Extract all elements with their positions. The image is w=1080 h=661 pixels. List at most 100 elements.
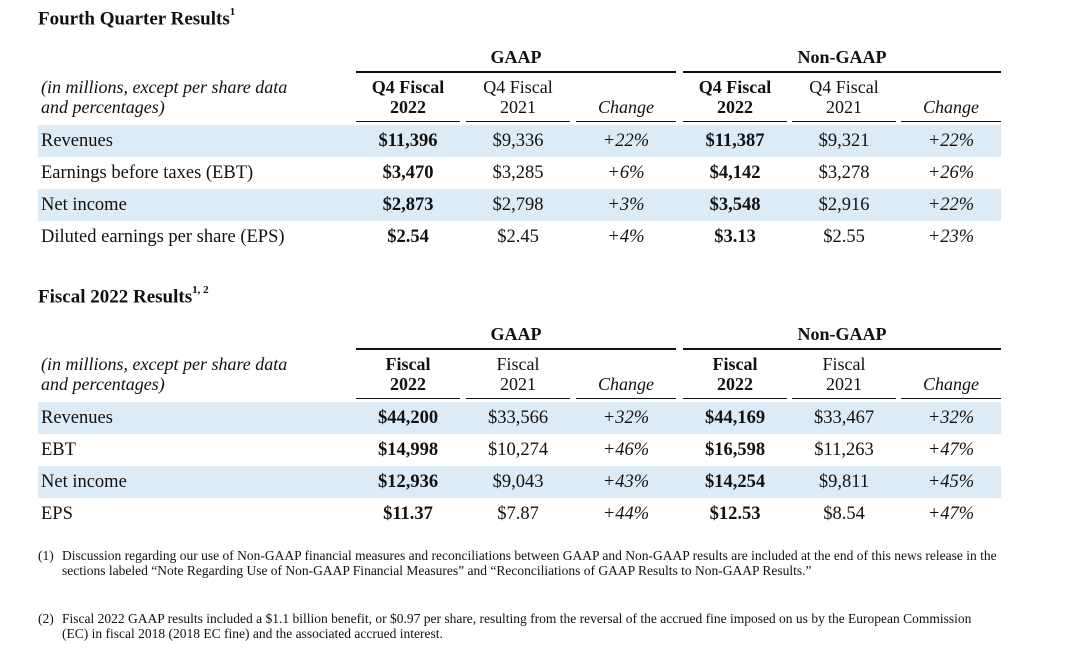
cell-nongaap-current: $44,169 [704, 408, 766, 428]
col-header-nongaap-current: Fiscal 2022 [683, 354, 787, 394]
group-underline-gaap [356, 71, 676, 73]
cell-gaap-current: $12,936 [377, 472, 439, 492]
cell-gaap-current: $2.54 [387, 227, 429, 247]
table-row: EBT $14,998 $10,274 +46% $16,598 $11,263… [38, 434, 1001, 466]
col-header-line1 [576, 77, 676, 97]
col-header-nongaap-prior: Fiscal 2021 [792, 354, 896, 394]
cell-gaap-prior: $7.87 [497, 504, 539, 524]
group-underline-gaap [356, 348, 676, 350]
col-header-gaap-change: Change [576, 77, 676, 117]
row-label: Revenues [41, 131, 113, 151]
cell-gaap-change: +3% [607, 195, 645, 215]
group-header-gaap: GAAP [490, 324, 542, 344]
cell-nongaap-current: $14,254 [704, 472, 766, 492]
col-underline [683, 398, 787, 399]
cell-gaap-current: $11.37 [383, 504, 433, 524]
header-label: (in millions, except per share data and … [41, 77, 287, 117]
col-header-line1: Q4 Fiscal [698, 77, 772, 97]
header-label: (in millions, except per share data and … [41, 354, 287, 394]
footnote-ref: 1 [229, 6, 236, 18]
col-underline [576, 121, 676, 122]
group-underline-non-gaap [683, 71, 1001, 73]
table-row: Net income $12,936 $9,043 +43% $14,254 $… [38, 466, 1001, 498]
col-underline [792, 398, 896, 399]
header-label-line1: (in millions, except per share data [41, 77, 288, 97]
col-underline [901, 398, 1001, 399]
col-underline [356, 398, 460, 399]
cell-nongaap-prior: $9,811 [818, 472, 870, 492]
section-title-text: Fiscal 2022 Results [38, 286, 193, 308]
cell-nongaap-change: +23% [927, 227, 975, 247]
cell-nongaap-change: +22% [927, 195, 975, 215]
col-header-line1 [901, 77, 1001, 97]
row-label: Revenues [41, 408, 113, 428]
cell-gaap-change: +22% [602, 131, 650, 151]
col-header-gaap-current: Q4 Fiscal 2022 [356, 77, 460, 117]
footnote-2: (2) Fiscal 2022 GAAP results included a … [38, 611, 998, 641]
col-header-line1: Fiscal [822, 354, 866, 374]
cell-gaap-change: +44% [602, 504, 650, 524]
col-underline [901, 121, 1001, 122]
group-underline-non-gaap [683, 348, 1001, 350]
cell-nongaap-prior: $9,321 [818, 131, 870, 151]
col-header-line2: 2021 [826, 374, 862, 394]
cell-gaap-change: +43% [602, 472, 650, 492]
cell-gaap-prior: $9,043 [492, 472, 544, 492]
cell-gaap-current: $2,873 [382, 195, 434, 215]
group-header-non-gaap: Non-GAAP [797, 324, 887, 344]
col-header-nongaap-change: Change [901, 77, 1001, 117]
table-row: Net income $2,873 $2,798 +3% $3,548 $2,9… [38, 189, 1001, 221]
row-label: Net income [41, 195, 127, 215]
row-label: Earnings before taxes (EBT) [41, 163, 254, 183]
cell-nongaap-current: $3,548 [709, 195, 761, 215]
col-header-nongaap-prior: Q4 Fiscal 2021 [792, 77, 896, 117]
cell-gaap-current: $11,396 [378, 131, 438, 151]
cell-nongaap-prior: $33,467 [813, 408, 875, 428]
cell-gaap-change: +4% [607, 227, 645, 247]
col-header-gaap-prior: Fiscal 2021 [466, 354, 570, 394]
footnote-1: (1) Discussion regarding our use of Non-… [38, 548, 998, 578]
section-title-q4: Fourth Quarter Results1 [38, 6, 236, 30]
table-row: Revenues $11,396 $9,336 +22% $11,387 $9,… [38, 125, 1001, 157]
footnote-ref: 1, 2 [192, 284, 209, 296]
col-underline [683, 121, 787, 122]
col-header-line2: 2022 [717, 374, 753, 394]
cell-gaap-prior: $3,285 [492, 163, 544, 183]
cell-gaap-change: +32% [602, 408, 650, 428]
table-row: Revenues $44,200 $33,566 +32% $44,169 $3… [38, 402, 1001, 434]
row-label: EPS [41, 504, 73, 524]
cell-nongaap-change: +47% [927, 440, 975, 460]
cell-nongaap-change: +45% [927, 472, 975, 492]
col-header-gaap-change: Change [576, 354, 676, 394]
cell-nongaap-prior: $2,916 [818, 195, 870, 215]
cell-nongaap-change: +22% [927, 131, 975, 151]
cell-gaap-prior: $10,274 [487, 440, 549, 460]
cell-nongaap-current: $12.53 [709, 504, 761, 524]
cell-nongaap-change: +32% [927, 408, 975, 428]
cell-nongaap-prior: $8.54 [823, 504, 865, 524]
col-header-line2: 2022 [390, 374, 426, 394]
col-header-gaap-current: Fiscal 2022 [356, 354, 460, 394]
col-header-line2: Change [598, 374, 654, 394]
col-underline [466, 121, 570, 122]
col-header-line2: Change [923, 374, 979, 394]
footnote-mark: (2) [38, 611, 54, 626]
section-title-text: Fourth Quarter Results [38, 8, 230, 30]
cell-nongaap-change: +47% [927, 504, 975, 524]
cell-gaap-prior: $9,336 [492, 131, 544, 151]
col-underline [576, 398, 676, 399]
col-header-line2: Change [598, 97, 654, 117]
cell-gaap-prior: $33,566 [487, 408, 549, 428]
col-header-line1: Fiscal [712, 354, 758, 374]
col-header-line1 [901, 354, 1001, 374]
cell-nongaap-change: +26% [927, 163, 975, 183]
header-label-line2: and percentages) [41, 97, 165, 117]
cell-nongaap-current: $11,387 [705, 131, 765, 151]
col-header-line2: 2022 [390, 97, 426, 117]
col-underline [356, 121, 460, 122]
header-label-line2: and percentages) [41, 374, 165, 394]
col-header-line1: Q4 Fiscal [371, 77, 445, 97]
cell-nongaap-current: $3.13 [714, 227, 756, 247]
cell-nongaap-prior: $2.55 [823, 227, 865, 247]
col-header-line2: 2021 [500, 97, 536, 117]
